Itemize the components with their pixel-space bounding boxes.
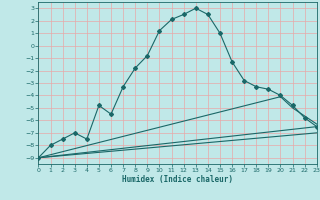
X-axis label: Humidex (Indice chaleur): Humidex (Indice chaleur): [122, 175, 233, 184]
